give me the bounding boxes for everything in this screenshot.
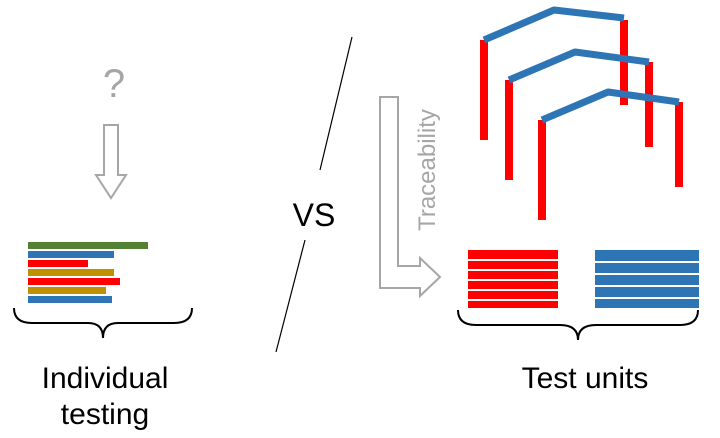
stack-bar-blue-1 [28, 251, 114, 258]
unknown-question-mark: ? [102, 62, 126, 106]
stack-bar-red-1 [28, 260, 88, 267]
traceability-label: Traceability [414, 109, 441, 231]
test-unit-red-block [468, 250, 558, 308]
test-unit-frame-2 [505, 48, 653, 180]
stack-bar-blue-2 [28, 296, 112, 303]
individual-sample-stack [28, 242, 148, 303]
individual-testing-label-line2: testing [60, 398, 150, 431]
test-unit-blue-block [595, 250, 699, 308]
divider-line-bottom [275, 239, 306, 353]
divider-line-top [319, 36, 353, 171]
down-arrow-icon [94, 124, 128, 200]
traceability-arrow-icon [379, 96, 442, 299]
stack-bar-olive-2 [28, 287, 106, 294]
individual-testing-label-line1: Individual [41, 362, 169, 395]
vs-label: VS [292, 197, 336, 233]
test-unit-frame-3 [538, 88, 683, 220]
stack-bar-olive-1 [28, 269, 114, 276]
test-unit-frame-1 [480, 6, 628, 140]
stack-bar-red-2 [28, 278, 120, 285]
test-units-label: Test units [521, 362, 649, 395]
test-units-brace [457, 309, 699, 341]
stack-bar-green [28, 242, 148, 249]
individual-brace [13, 307, 193, 339]
